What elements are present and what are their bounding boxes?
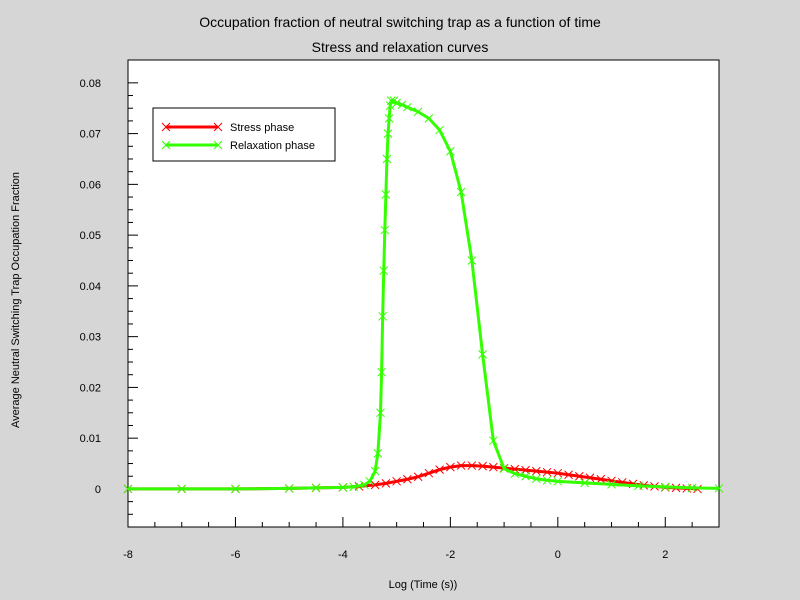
legend-marker bbox=[161, 140, 171, 150]
x-tick-label: -2 bbox=[445, 549, 455, 561]
data-point bbox=[377, 367, 386, 377]
data-point bbox=[403, 474, 412, 484]
data-point bbox=[456, 461, 466, 470]
legend-label: Relaxation phase bbox=[230, 140, 315, 152]
series-layer bbox=[123, 96, 724, 494]
data-point bbox=[488, 436, 498, 446]
data-point bbox=[499, 464, 509, 473]
axes: -8 -6 -4 -2 0 2 0 0.01 0.02 0.03 0.04 0.05 0.06 0.07 0… bbox=[80, 78, 720, 561]
data-point bbox=[381, 478, 391, 488]
x-axis-label: Log (Time (s)) bbox=[389, 579, 458, 591]
data-point bbox=[446, 462, 455, 472]
data-point bbox=[379, 266, 389, 276]
data-point bbox=[467, 256, 477, 265]
y-tick-label: 0.01 bbox=[80, 433, 101, 445]
x-tick-label: -4 bbox=[338, 549, 348, 561]
legend: Stress phase Relaxation phase bbox=[152, 107, 336, 162]
data-point bbox=[370, 480, 380, 490]
data-point bbox=[413, 107, 423, 117]
data-point bbox=[542, 475, 552, 485]
legend-marker bbox=[161, 122, 171, 132]
data-point bbox=[383, 129, 393, 138]
data-point bbox=[338, 483, 348, 492]
legend-marker bbox=[213, 140, 223, 150]
chart-subtitle: Stress and relaxation curves bbox=[312, 39, 489, 55]
legend-label: Stress phase bbox=[230, 122, 294, 134]
data-point bbox=[370, 466, 380, 476]
data-point bbox=[381, 190, 391, 199]
legend-marker bbox=[213, 122, 223, 132]
data-point bbox=[424, 468, 434, 478]
data-point bbox=[634, 481, 643, 491]
data-point bbox=[521, 471, 530, 481]
y-tick-label: 0.04 bbox=[80, 281, 101, 293]
data-point bbox=[531, 466, 541, 476]
legend-box bbox=[152, 107, 336, 162]
data-point bbox=[596, 474, 606, 484]
data-point bbox=[542, 467, 552, 477]
data-point bbox=[531, 474, 541, 484]
data-point bbox=[378, 311, 388, 321]
x-tick-label: -6 bbox=[231, 549, 241, 561]
y-axis-label: Average Neutral Switching Trap Occupatio… bbox=[10, 172, 22, 428]
data-point bbox=[521, 465, 530, 475]
data-point bbox=[177, 484, 187, 494]
data-point bbox=[574, 471, 584, 481]
data-point bbox=[385, 101, 395, 111]
data-point bbox=[360, 480, 369, 490]
chart-title: Occupation fraction of neutral switching… bbox=[199, 14, 601, 30]
data-point bbox=[553, 468, 563, 478]
data-point bbox=[435, 465, 444, 474]
data-point bbox=[687, 483, 697, 493]
data-point bbox=[607, 480, 616, 489]
data-point bbox=[478, 461, 487, 471]
x-tick-label: 2 bbox=[662, 549, 668, 561]
y-tick-label: 0.02 bbox=[80, 382, 101, 394]
data-point bbox=[123, 484, 133, 494]
y-tick-label: 0.05 bbox=[80, 230, 101, 242]
data-point bbox=[373, 449, 383, 458]
data-point bbox=[564, 470, 573, 480]
data-point bbox=[510, 469, 520, 479]
y-tick-label: 0.03 bbox=[80, 332, 101, 344]
data-point bbox=[376, 408, 385, 418]
data-point bbox=[553, 476, 563, 486]
data-point bbox=[660, 482, 670, 492]
data-point bbox=[384, 114, 394, 123]
data-point bbox=[380, 225, 390, 235]
data-point bbox=[467, 461, 477, 470]
data-point bbox=[284, 484, 294, 493]
data-point bbox=[435, 125, 444, 135]
data-point bbox=[382, 154, 392, 164]
data-point bbox=[488, 462, 498, 472]
y-tick-label: 0 bbox=[95, 484, 101, 496]
y-tick-label: 0.08 bbox=[80, 78, 101, 90]
x-tick-label: -8 bbox=[123, 549, 133, 561]
y-tick-label: 0.07 bbox=[80, 129, 101, 141]
data-point bbox=[478, 350, 487, 359]
y-tick-label: 0.06 bbox=[80, 179, 101, 191]
data-point bbox=[392, 98, 401, 108]
data-point bbox=[714, 484, 724, 493]
data-point bbox=[386, 96, 396, 105]
data-point bbox=[349, 482, 359, 492]
data-point bbox=[231, 484, 240, 494]
data-point bbox=[456, 187, 466, 197]
data-point bbox=[392, 476, 401, 486]
data-point bbox=[365, 476, 375, 486]
data-point bbox=[413, 472, 423, 482]
data-point bbox=[403, 102, 412, 112]
data-point bbox=[397, 100, 407, 110]
data-point bbox=[311, 483, 321, 493]
x-tick-label: 0 bbox=[555, 549, 561, 561]
data-point bbox=[446, 147, 455, 156]
data-point bbox=[424, 114, 434, 123]
data-point bbox=[580, 478, 590, 488]
series-relaxation bbox=[123, 96, 724, 494]
